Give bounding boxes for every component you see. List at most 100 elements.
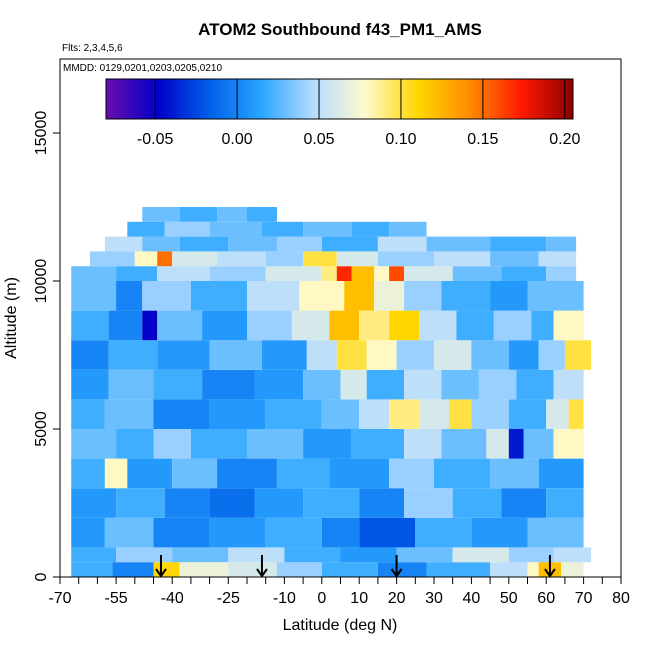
heatmap-cell (340, 369, 367, 400)
heatmap-cell (508, 547, 554, 563)
heatmap-cell (142, 236, 180, 252)
heatmap-cell (471, 399, 509, 429)
heatmap-cell (157, 340, 210, 370)
heatmap-cell (389, 266, 405, 281)
heatmap-cell (508, 399, 547, 429)
heatmap-cell (493, 310, 532, 341)
heatmap-cell (116, 266, 158, 281)
heatmap-cell (404, 281, 442, 311)
heatmap-cell (456, 310, 494, 341)
heatmap-cell (276, 236, 322, 252)
heatmap-cell (265, 517, 322, 548)
heatmap-cell (478, 369, 517, 400)
heatmap-cell (179, 207, 218, 222)
heatmap-cell (340, 547, 397, 563)
heatmap-cell (71, 369, 109, 400)
x-tick-label: 30 (425, 590, 443, 607)
heatmap-cell (261, 340, 307, 370)
heatmap-cell (261, 221, 304, 237)
heatmap-cell (508, 429, 524, 459)
heatmap-cell (538, 458, 584, 489)
heatmap-cell (71, 310, 109, 341)
heatmap-cell (527, 517, 584, 548)
heatmap-cell (377, 251, 434, 267)
heatmap-cell (374, 266, 390, 281)
heatmap-cell (329, 458, 390, 489)
heatmap-cell (153, 399, 210, 429)
heatmap-cell (89, 251, 135, 267)
x-tick-label: -25 (217, 590, 240, 607)
x-tick-label: 40 (463, 590, 481, 607)
heatmap-cell (359, 488, 405, 518)
heatmap-cell (404, 429, 442, 459)
heatmap-cell (546, 488, 584, 518)
heatmap-cell (134, 251, 158, 267)
heatmap-cell (441, 281, 491, 311)
heatmap-cell (247, 310, 292, 341)
heatmap-cell (441, 369, 479, 400)
heatmap-cell (434, 458, 491, 489)
heatmap-cell (247, 281, 300, 311)
heatmap-cell (104, 399, 154, 429)
heatmap-cell (336, 340, 367, 370)
heatmap-cell (71, 517, 105, 548)
heatmap-cell (366, 369, 405, 400)
colorbar-ramp (105, 78, 574, 120)
heatmap-cell (490, 236, 547, 252)
y-tick-label: 10000 (33, 259, 50, 304)
colorbar-tick-label: 0.10 (385, 131, 416, 148)
heatmap-cell (389, 221, 427, 237)
heatmap-cell (538, 340, 565, 370)
heatmap-cell (553, 310, 584, 341)
heatmap-layers (71, 207, 592, 577)
x-tick-label: -55 (105, 590, 128, 607)
heatmap-cell (452, 266, 502, 281)
x-tick-label: 50 (500, 590, 518, 607)
flight-date-arrow (155, 555, 167, 578)
heatmap-cell (71, 488, 117, 518)
heatmap-cell (303, 369, 341, 400)
heatmap-cell (71, 266, 117, 281)
heatmap-cell (508, 340, 539, 370)
heatmap-cell (172, 547, 229, 563)
heatmap-cell (179, 236, 229, 252)
heatmap-cell (351, 266, 375, 281)
heatmap-cell (247, 207, 277, 222)
heatmap-cell (116, 281, 143, 311)
heatmap-cell (553, 547, 592, 563)
heatmap-cell (71, 562, 113, 577)
heatmap-cell (303, 251, 337, 267)
heatmap-cell (389, 399, 420, 429)
heatmap-cell (116, 429, 154, 459)
heatmap-cell (396, 547, 453, 563)
x-tick-label: 60 (537, 590, 555, 607)
heatmap-cell (415, 517, 472, 548)
x-tick-label: 0 (317, 590, 326, 607)
heatmap-cell (501, 266, 547, 281)
heatmap-cell (419, 310, 457, 341)
heatmap-cell (127, 221, 165, 237)
heatmap-cell (434, 340, 472, 370)
heatmap-cell (228, 562, 277, 577)
heatmap-cell (396, 340, 434, 370)
plot-area (59, 58, 622, 578)
heatmap-cell (247, 429, 304, 459)
heatmap-cell (516, 369, 554, 400)
heatmap-cell (142, 310, 158, 341)
heatmap-cell (284, 547, 341, 563)
colorbar-tick-label: -0.05 (137, 131, 174, 148)
heatmap-cell (153, 369, 203, 400)
colorbar: -0.05 0.00 0.05 0.10 0.15 0.20 (105, 78, 580, 148)
heatmap-cell (157, 310, 203, 341)
heatmap-cell (104, 517, 154, 548)
heatmap-cell (276, 458, 330, 489)
heatmap-cell (303, 488, 360, 518)
heatmap-cell (441, 429, 487, 459)
heatmap-cell (157, 251, 173, 267)
heatmap-cell (116, 488, 165, 518)
heatmap-cell (291, 310, 330, 341)
flight-date-arrow (390, 555, 403, 578)
heatmap-cell (179, 562, 229, 577)
heatmap-cell (265, 266, 322, 281)
y-tick-label: 0 (33, 572, 50, 581)
